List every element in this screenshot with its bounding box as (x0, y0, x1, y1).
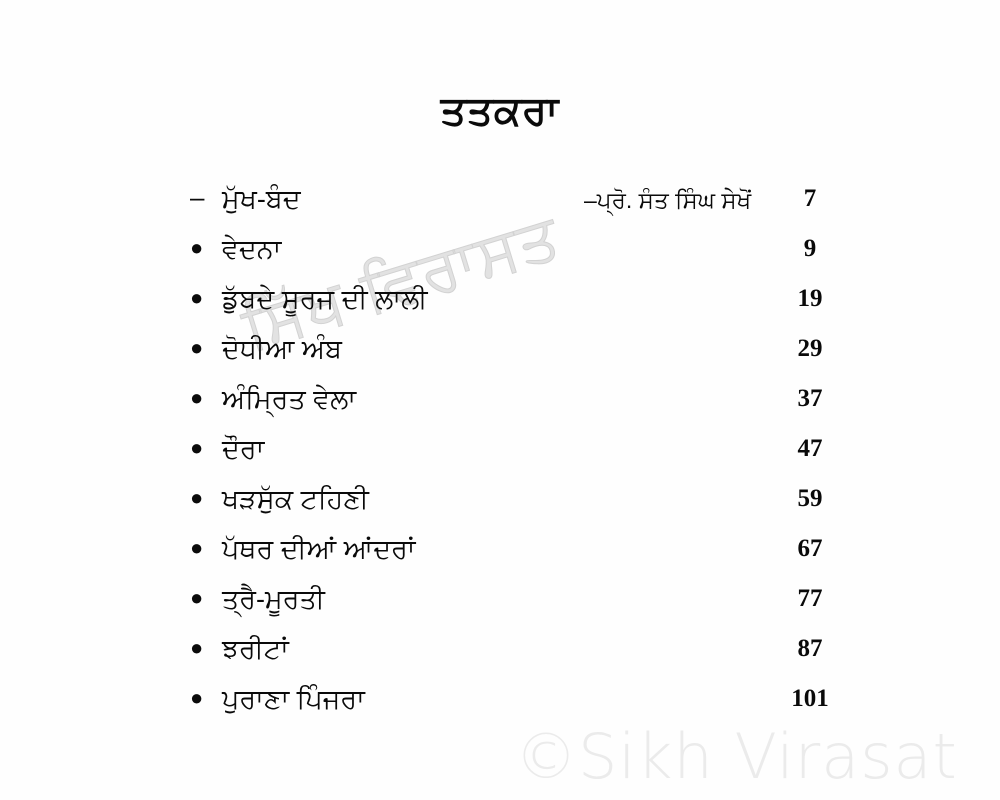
toc-entry-page-number: 9 (803, 235, 817, 262)
toc-entry-row[interactable]: ● ਖੜਸੁੱਕ ਟਹਿਣੀ 59 (186, 483, 850, 533)
toc-entry-title: ਮੁੱਖ-ਬੰਦ (222, 184, 301, 214)
bullet-marker-icon: ● (190, 335, 204, 360)
toc-entry-title: ਤ੍ਰੈ-ਮੂਰਤੀ (222, 584, 325, 614)
toc-entry-row[interactable]: ● ਡੁੱਬਦੇ ਸੂਰਜ ਦੀ ਲਾਲੀ 19 (186, 283, 850, 333)
dash-marker-icon: – (190, 182, 204, 212)
toc-entry-page-number: 67 (797, 535, 823, 562)
toc-entry-row[interactable]: ● ਦੌਰਾ 47 (186, 433, 850, 483)
toc-entry-title: ਵੇਦਨਾ (222, 234, 282, 264)
toc-entry-title: ਡੁੱਬਦੇ ਸੂਰਜ ਦੀ ਲਾਲੀ (222, 284, 428, 314)
toc-entry-author: –ਪ੍ਰੋ. ਸੰਤ ਸਿੰਘ ਸੇਖੋਂ (584, 187, 752, 213)
bullet-marker-icon: ● (190, 435, 204, 460)
toc-entry-title: ਦੌਰਾ (222, 434, 265, 464)
bullet-marker-icon: ● (190, 285, 204, 310)
toc-entry-title: ਝਰੀਟਾਂ (222, 634, 289, 664)
toc-entry-title: ਪੁਰਾਣਾ ਪਿੰਜਰਾ (222, 684, 365, 714)
toc-entry-page-number: 7 (803, 185, 817, 212)
toc-entry-row[interactable]: ● ਅੰਮ੍ਰਿਤ ਵੇਲਾ 37 (186, 383, 850, 433)
copyright-watermark: ©Sikh Virasat (515, 720, 958, 793)
toc-entry-page-number: 29 (797, 335, 823, 362)
toc-entry-title: ਦੋਧੀਆ ਅੰਬ (222, 334, 342, 364)
bullet-marker-icon: ● (190, 635, 204, 660)
toc-entry-row[interactable]: ● ਪੱਥਰ ਦੀਆਂ ਆਂਦਰਾਂ 67 (186, 533, 850, 583)
page-title: ਤਤਕਰਾ (440, 88, 560, 133)
bullet-marker-icon: ● (190, 535, 204, 560)
toc-entry-row[interactable]: ● ਝਰੀਟਾਂ 87 (186, 633, 850, 683)
toc-entry-page-number: 77 (797, 585, 823, 612)
toc-entry-row[interactable]: ● ਵੇਦਨਾ 9 (186, 233, 850, 283)
toc-entry-page-number: 101 (791, 685, 829, 712)
toc-entry-row[interactable]: ● ਤ੍ਰੈ-ਮੂਰਤੀ 77 (186, 583, 850, 633)
toc-entry-page-number: 87 (797, 635, 823, 662)
bullet-marker-icon: ● (190, 385, 204, 410)
toc-entry-row[interactable]: – ਮੁੱਖ-ਬੰਦ –ਪ੍ਰੋ. ਸੰਤ ਸਿੰਘ ਸੇਖੋਂ 7 (186, 183, 850, 233)
bullet-marker-icon: ● (190, 235, 204, 260)
toc-entry-page-number: 59 (797, 485, 823, 512)
toc-entry-page-number: 47 (797, 435, 823, 462)
bullet-marker-icon: ● (190, 485, 204, 510)
toc-entry-page-number: 37 (797, 385, 823, 412)
toc-entry-row[interactable]: ● ਪੁਰਾਣਾ ਪਿੰਜਰਾ 101 (186, 683, 850, 733)
toc-entry-page-number: 19 (797, 285, 823, 312)
toc-entry-title: ਪੱਥਰ ਦੀਆਂ ਆਂਦਰਾਂ (222, 534, 416, 564)
toc-entry-row[interactable]: ● ਦੋਧੀਆ ਅੰਬ 29 (186, 333, 850, 383)
bullet-marker-icon: ● (190, 585, 204, 610)
bullet-marker-icon: ● (190, 685, 204, 710)
toc-entry-title: ਅੰਮ੍ਰਿਤ ਵੇਲਾ (222, 384, 357, 414)
table-of-contents-list: – ਮੁੱਖ-ਬੰਦ –ਪ੍ਰੋ. ਸੰਤ ਸਿੰਘ ਸੇਖੋਂ 7 ● ਵੇਦਨਾ 9 ● ਡ… (186, 183, 850, 733)
toc-entry-title: ਖੜਸੁੱਕ ਟਹਿਣੀ (222, 484, 369, 514)
